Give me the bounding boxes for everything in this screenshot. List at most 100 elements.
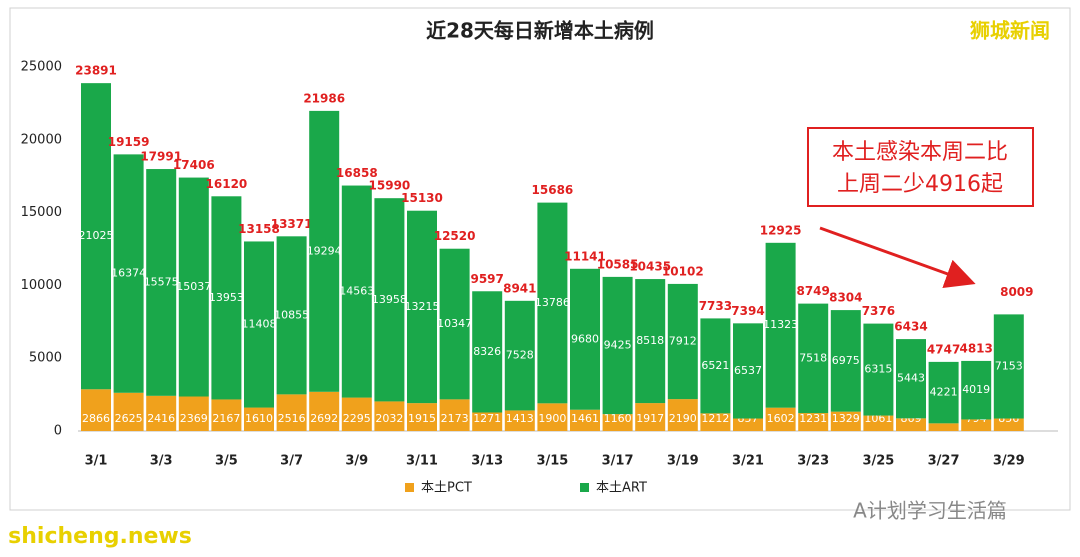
bar-segment [504,410,535,431]
total-label: 8941 [503,281,536,295]
annotation: 本土感染本周二比 [832,140,1008,165]
bar-segment [439,248,470,400]
total-label: 9597 [470,272,503,286]
x-tick-label: 3/15 [536,454,568,469]
segment-label: 15575 [144,275,179,288]
bar-segment [537,202,568,404]
total-label: 17406 [173,158,215,172]
total-label: 10435 [629,260,671,274]
segment-label: 9680 [571,332,599,345]
bar-segment [570,268,600,410]
y-tick-label: 0 [54,424,62,439]
bar-segment [244,407,274,431]
total-label: 13371 [271,217,313,231]
segment-label: 11323 [763,318,798,331]
x-tick-label: 3/13 [471,454,503,469]
bar-segment [830,310,861,412]
x-tick-label: 3/9 [345,454,368,469]
y-tick-label: 15000 [21,205,62,220]
segment-label: 2416 [147,412,175,425]
bar-segment [765,407,796,431]
legend-label: 本土PCT [421,481,472,496]
y-tick-label: 5000 [29,351,62,366]
segment-label: 2190 [669,412,697,425]
y-tick-label: 25000 [21,60,62,75]
segment-label: 7153 [995,359,1023,372]
bar-segment [211,196,242,400]
segment-label: 11408 [242,318,277,331]
segment-label: 8326 [473,345,501,358]
bar-segment [928,361,959,424]
x-tick-label: 3/5 [215,454,238,469]
segment-label: 1212 [701,412,729,425]
bar-segment [276,236,307,395]
bar-segment [961,360,992,420]
total-label: 7376 [862,304,895,318]
total-label: 13158 [238,222,280,236]
legend-label: 本土ART [596,481,647,496]
segment-label: 1917 [636,412,664,425]
bar-segment [374,401,405,431]
bar-segment [244,241,274,408]
bar-segment [863,415,894,431]
segment-label: 2369 [180,412,208,425]
bar-segment [798,303,829,414]
bar-segment [896,418,926,431]
segment-label: 13786 [535,296,570,309]
bar-segment [504,300,535,411]
bar-segment [113,154,144,393]
total-label: 23891 [75,64,117,78]
bar-segment [765,242,796,408]
segment-label: 7518 [799,351,827,364]
segment-label: 1413 [506,412,534,425]
total-label: 4813 [959,341,992,355]
segment-label: 1461 [571,412,599,425]
segment-label: 1231 [799,412,827,425]
bar-segment [309,110,340,392]
segment-label: 2032 [375,412,403,425]
bar-segment [113,392,144,431]
segment-label: 1602 [767,412,795,425]
segment-label: 10347 [437,317,472,330]
x-tick-label: 3/25 [862,454,894,469]
total-label: 19159 [108,135,150,149]
bar-segment [439,399,470,431]
bar-segment [830,411,861,431]
bar-segment [472,412,503,431]
bar-segment [374,198,405,402]
total-label: 12520 [434,229,476,243]
annotation: 上周二少4916起 [837,172,1003,197]
x-tick-label: 3/27 [928,454,960,469]
bar-segment [635,279,666,404]
segment-label: 21025 [79,229,114,242]
x-tick-label: 3/21 [732,454,764,469]
bar-segment [700,413,731,431]
segment-label: 13215 [405,300,440,313]
bar-segment [407,210,437,404]
bar-segment [635,403,666,431]
total-label: 8009 [1000,285,1033,299]
segment-label: 8518 [636,334,664,347]
segment-label: 13953 [209,291,244,304]
bar-segment [602,414,633,431]
segment-label: 2625 [115,412,143,425]
segment-label: 6521 [701,359,729,372]
bar-segment [537,403,568,431]
x-tick-label: 3/3 [150,454,173,469]
segment-label: 13958 [372,293,407,306]
x-tick-label: 3/11 [406,454,438,469]
bar-segment [276,394,307,431]
total-label: 8304 [829,291,862,305]
segment-label: 2167 [212,412,240,425]
segment-label: 1610 [245,412,273,425]
segment-label: 1271 [473,412,501,425]
bar-segment [733,418,763,431]
x-tick-label: 3/29 [993,454,1025,469]
watermark: 狮城新闻 [970,19,1050,43]
bar-segment [178,396,209,431]
bar-segment [570,409,600,431]
total-label: 6434 [894,320,927,334]
legend-swatch [580,483,589,492]
bar-segment [993,314,1024,419]
segment-label: 2516 [278,412,306,425]
